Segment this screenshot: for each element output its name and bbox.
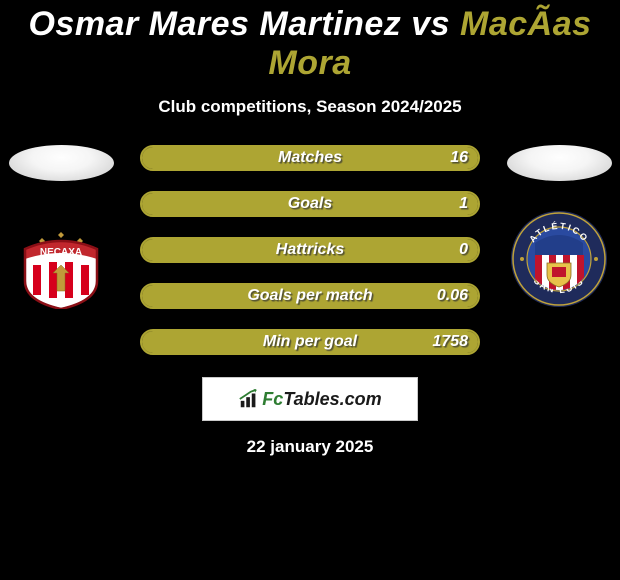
chart-icon — [238, 388, 260, 410]
bar-value-right: 16 — [450, 149, 468, 167]
logo-text: FcTables.com — [262, 389, 381, 410]
club-badge-necaxa: NECAXA — [11, 209, 111, 309]
player2-column: ATLÉTICO SAN LUIS — [504, 145, 614, 309]
bar-value-right: 1758 — [432, 333, 468, 351]
comparison-content: NECAXA ATLÉT — [0, 145, 620, 457]
player1-column: NECAXA — [6, 145, 116, 309]
fctables-logo: FcTables.com — [202, 377, 418, 421]
bar-label: Goals — [288, 195, 332, 213]
vs-text: vs — [411, 5, 450, 43]
logo-suffix: Tables.com — [283, 389, 381, 409]
stat-bar-matches: Matches 16 — [140, 145, 480, 171]
bar-label: Goals per match — [247, 287, 372, 305]
bar-value-right: 0 — [459, 241, 468, 259]
club-badge-sanluis: ATLÉTICO SAN LUIS — [509, 209, 609, 309]
bar-value-right: 1 — [459, 195, 468, 213]
subtitle: Club competitions, Season 2024/2025 — [0, 97, 620, 117]
player2-avatar-placeholder — [507, 145, 612, 181]
bar-value-right: 0.06 — [437, 287, 468, 305]
bar-label: Min per goal — [263, 333, 357, 351]
bar-label: Matches — [278, 149, 342, 167]
page-title: Osmar Mares Martinez vs MacÃ­as Mora — [0, 0, 620, 83]
stat-bar-hattricks: Hattricks 0 — [140, 237, 480, 263]
bar-label: Hattricks — [276, 241, 344, 259]
stat-bar-goals: Goals 1 — [140, 191, 480, 217]
date-text: 22 january 2025 — [0, 437, 620, 457]
stat-bars: Matches 16 Goals 1 Hattricks 0 Goals per… — [140, 145, 480, 355]
player1-avatar-placeholder — [9, 145, 114, 181]
necaxa-banner-text: NECAXA — [40, 247, 82, 258]
logo-prefix: Fc — [262, 389, 283, 409]
player1-name: Osmar Mares Martinez — [28, 5, 401, 43]
stat-bar-gpm: Goals per match 0.06 — [140, 283, 480, 309]
stat-bar-mpg: Min per goal 1758 — [140, 329, 480, 355]
